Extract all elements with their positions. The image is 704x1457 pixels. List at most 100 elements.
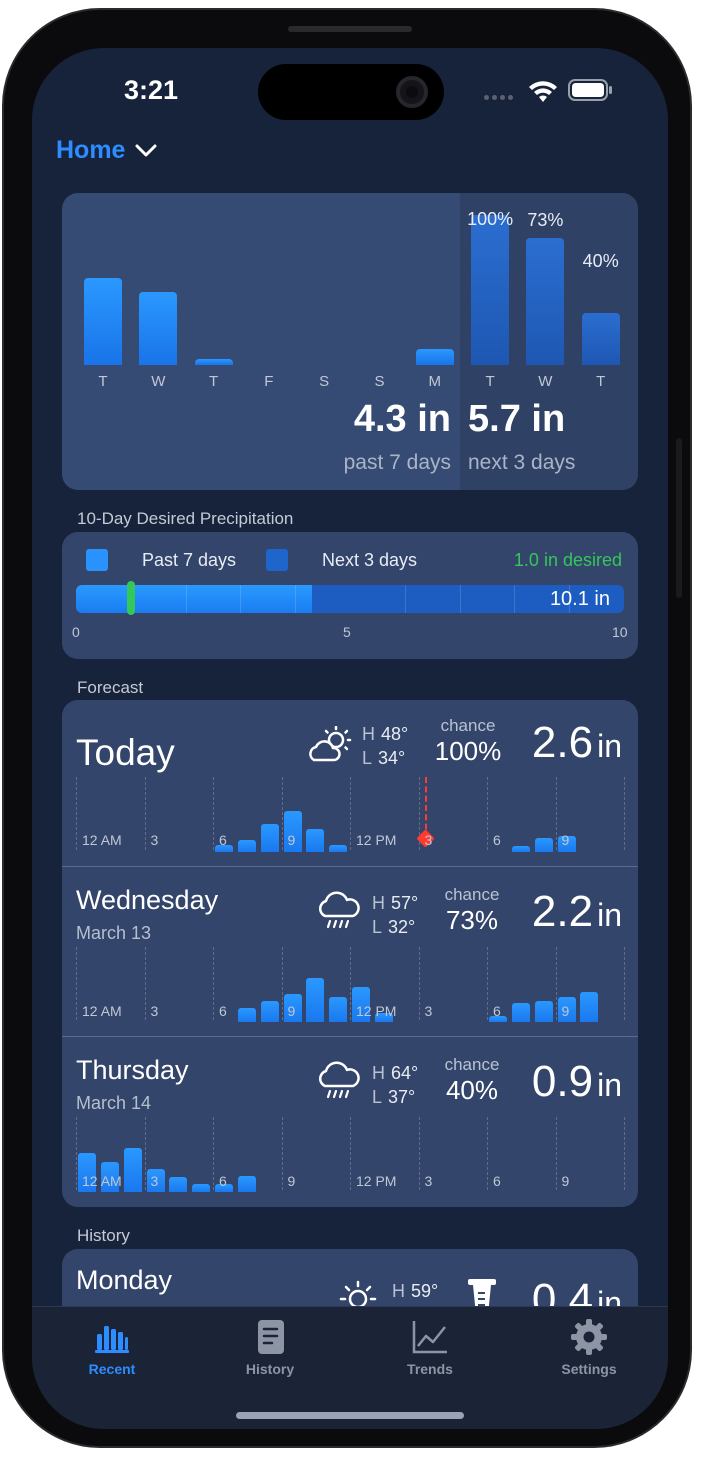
hour-gridline — [76, 947, 77, 1020]
hour-gridline — [487, 1117, 488, 1190]
hour-tick-label: 9 — [287, 1173, 296, 1189]
tab-label: History — [245, 1361, 295, 1377]
hour-tick-label: 3 — [150, 1173, 159, 1189]
hourly-bar — [511, 1003, 530, 1022]
forecast-day-today[interactable]: Today H 48° L 34° chance 100% 2. — [62, 700, 638, 870]
hour-tick-label: 6 — [493, 832, 501, 848]
hourly-histogram — [76, 947, 625, 1022]
forecast-day-wednesday[interactable]: Wednesday March 13 H 57° L 32° chance 73% … — [62, 866, 638, 1036]
hour-gridline — [144, 777, 146, 850]
document-icon — [258, 1320, 284, 1354]
hourly-bar — [534, 838, 553, 852]
hour-gridline — [555, 947, 557, 1020]
hour-gridline — [76, 777, 77, 850]
hour-tick-label: 6 — [219, 1003, 227, 1019]
tab-recent[interactable]: Recent — [52, 1317, 172, 1377]
hourly-bar — [100, 1162, 119, 1192]
hour-gridline — [418, 947, 420, 1020]
hour-gridline — [624, 777, 625, 850]
desired-precip-card[interactable]: Past 7 days Next 3 days 1.0 in desired 1… — [62, 532, 638, 659]
past-precip-fill — [76, 585, 312, 613]
chance-label: chance — [440, 716, 496, 735]
summary-day-label: S — [319, 373, 330, 390]
hour-gridline — [144, 947, 146, 1020]
hour-gridline — [555, 1117, 557, 1190]
hourly-bar — [260, 824, 279, 852]
legend-next-swatch — [266, 549, 288, 571]
amount-unit: in — [597, 897, 622, 933]
summary-day-label: M — [428, 373, 442, 390]
desired-marker — [126, 581, 135, 615]
hourly-bar — [557, 836, 576, 852]
scale-tick-10: 10 — [612, 624, 628, 640]
temp-high-low: H 64° L 37° — [372, 1063, 419, 1107]
hour-gridline — [487, 947, 488, 1020]
chance-label: chance — [444, 1055, 500, 1074]
hourly-bar — [283, 811, 302, 852]
side-button — [676, 438, 682, 598]
tab-history[interactable]: History — [210, 1317, 330, 1377]
summary-day-label: W — [538, 373, 553, 390]
temp-high: 57° — [391, 893, 419, 913]
home-indicator — [236, 1412, 464, 1419]
speaker-slot — [288, 26, 412, 32]
hour-tick-label: 12 AM — [82, 1003, 122, 1019]
forecast-section-title: Forecast — [77, 678, 144, 697]
location-label: Home — [56, 136, 126, 164]
hour-tick-label: 12 AM — [82, 832, 122, 848]
hourly-bar — [306, 978, 325, 1022]
hour-gridline — [418, 1117, 420, 1190]
desired-section-title: 10-Day Desired Precipitation — [77, 509, 294, 528]
history-section-title: History — [77, 1226, 130, 1245]
camera-icon — [396, 76, 428, 108]
hourly-bar — [146, 1169, 165, 1192]
summary-day-label: T — [485, 373, 495, 390]
chance-value: 100% — [434, 736, 502, 766]
hour-gridline — [213, 1117, 214, 1190]
hourly-bar — [169, 1177, 188, 1192]
location-selector[interactable]: Home — [56, 136, 157, 165]
summary-bar-6 — [415, 349, 454, 365]
hour-gridline — [350, 777, 351, 850]
hourly-bar — [192, 1184, 211, 1192]
forecast-card: Today H 48° L 34° chance 100% 2. — [62, 700, 638, 1207]
hour-tick-label: 9 — [287, 832, 296, 848]
day-name: Today — [76, 732, 175, 773]
hour-tick-label: 9 — [561, 832, 570, 848]
hour-tick-label: 3 — [424, 1173, 433, 1189]
hour-gridline — [487, 777, 488, 850]
tab-label: Trends — [407, 1361, 453, 1377]
summary-day-label: S — [374, 373, 385, 390]
summary-day-label: W — [151, 373, 166, 390]
precip-summary-card[interactable]: T W T F S S M T 100% W 73% T 40% 4.3 in past 7 days … — [62, 193, 638, 490]
hour-gridline — [624, 1117, 625, 1190]
tab-settings[interactable]: Settings — [529, 1317, 649, 1377]
hourly-bar — [352, 987, 370, 1022]
hourly-bar — [215, 845, 233, 852]
phone-frame: 3:21 Home T W T F S S M T 100% W 73% T 40% 4.3 in pa… — [2, 8, 692, 1448]
day-name: Wednesday — [76, 885, 219, 915]
hour-tick-label: 6 — [493, 1003, 501, 1019]
wifi-icon — [529, 81, 557, 102]
hourly-bar — [329, 845, 348, 852]
tab-trends[interactable]: Trends — [370, 1317, 490, 1377]
temp-low: 34° — [378, 748, 406, 768]
now-line — [425, 777, 427, 839]
temp-high: 48° — [381, 724, 409, 744]
hourly-bar — [374, 1013, 393, 1022]
temp-low: 32° — [388, 917, 416, 937]
hour-gridline — [76, 1117, 77, 1190]
forecast-day-thursday[interactable]: Thursday March 14 H 64° L 37° chance 40% 0… — [62, 1036, 638, 1206]
hourly-bar — [580, 992, 599, 1022]
hourly-bar — [237, 840, 256, 852]
hour-tick-label: 12 PM — [356, 1003, 397, 1019]
hourly-bar — [78, 1153, 96, 1192]
chance-value: 73% — [445, 905, 499, 935]
hourly-bar — [237, 1008, 256, 1022]
summary-bar-8 — [526, 238, 565, 365]
hourly-bar — [215, 1184, 233, 1192]
history-day-name: Monday — [76, 1265, 173, 1295]
summary-day-label: T — [98, 373, 108, 390]
precip-chance: chance 40% — [432, 1055, 512, 1106]
precip-amount: 2.2 in — [532, 887, 622, 937]
